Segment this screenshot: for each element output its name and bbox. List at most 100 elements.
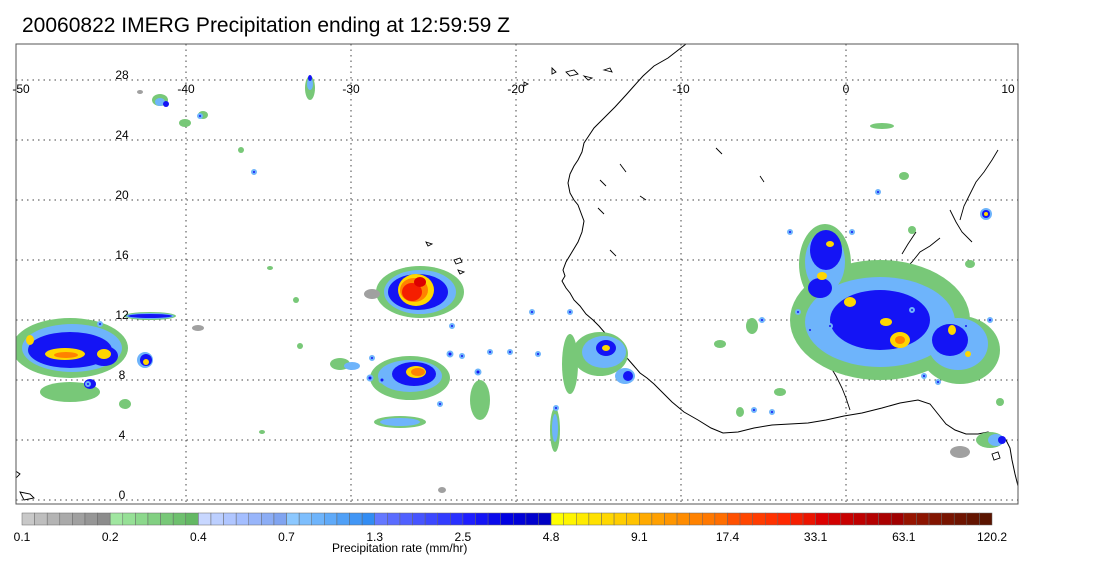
colorbar-swatch <box>462 512 476 526</box>
colorbar-swatch <box>966 512 980 526</box>
colorbar-swatch <box>588 512 602 526</box>
map-grid <box>16 44 1018 504</box>
colorbar-swatch <box>664 512 678 526</box>
colorbar-swatch <box>21 512 35 526</box>
colorbar-tick-label: 63.1 <box>892 530 916 544</box>
colorbar-swatch <box>387 512 401 526</box>
colorbar-swatch <box>412 512 426 526</box>
colorbar-swatch <box>399 512 413 526</box>
colorbar-swatch <box>513 512 527 526</box>
lon-tick-label: 10 <box>1001 82 1015 96</box>
colorbar-swatch <box>273 512 287 526</box>
colorbar-swatch <box>639 512 653 526</box>
colorbar-swatch <box>676 512 690 526</box>
colorbar-swatch <box>576 512 590 526</box>
colorbar-swatch <box>72 512 86 526</box>
lat-tick-label: 16 <box>115 248 129 262</box>
colorbar-tick-label: 33.1 <box>804 530 828 544</box>
colorbar-swatch <box>702 512 716 526</box>
map-title: 20060822 IMERG Precipitation ending at 1… <box>22 14 510 37</box>
lon-tick-labels: -50 -40 -30 -20 -10 0 10 <box>12 82 1015 96</box>
lon-tick-label: -20 <box>507 82 525 96</box>
colorbar-swatch <box>374 512 388 526</box>
colorbar-swatch <box>903 512 917 526</box>
colorbar-swatch <box>46 512 61 526</box>
colorbar-swatch <box>500 512 514 526</box>
colorbar-swatch <box>424 512 438 526</box>
colorbar-swatch <box>827 512 842 526</box>
colorbar-swatch <box>298 512 312 526</box>
colorbar-swatch <box>765 512 779 526</box>
colorbar-swatch <box>878 512 892 526</box>
lat-tick-label: 0 <box>119 488 126 502</box>
lat-tick-label: 20 <box>115 188 129 202</box>
colorbar-swatch <box>777 512 791 526</box>
colorbar-swatch <box>840 512 854 526</box>
colorbar-swatch <box>210 512 224 526</box>
lon-tick-label: -10 <box>672 82 690 96</box>
colorbar-swatch <box>550 512 564 526</box>
colorbar-swatch <box>626 512 640 526</box>
colorbar-swatch <box>437 512 451 526</box>
colorbar-swatch <box>311 512 325 526</box>
colorbar-swatch <box>324 512 338 526</box>
colorbar-swatch <box>953 512 968 526</box>
colorbar-swatch <box>739 512 753 526</box>
colorbar-swatch <box>928 512 942 526</box>
colorbar-swatch <box>147 512 161 526</box>
colorbar-swatch <box>172 512 187 526</box>
colorbar-swatches <box>21 512 993 526</box>
lat-tick-label: 8 <box>119 368 126 382</box>
colorbar-swatch <box>752 512 766 526</box>
colorbar-swatch <box>122 512 136 526</box>
colorbar-swatch <box>802 512 816 526</box>
lon-tick-label: -40 <box>177 82 195 96</box>
lat-tick-label: 12 <box>115 308 129 322</box>
colorbar-swatch <box>223 512 237 526</box>
colorbar-swatch <box>538 512 552 526</box>
colorbar-swatch <box>59 512 73 526</box>
colorbar-swatch <box>248 512 262 526</box>
colorbar-swatch <box>865 512 879 526</box>
colorbar-swatch <box>475 512 489 526</box>
colorbar-swatch <box>450 512 464 526</box>
colorbar-swatch <box>109 512 124 526</box>
colorbar-tick-labels: 0.1 0.2 0.4 0.7 1.3 2.5 4.8 9.1 17.4 33.1 63.1 120.… <box>14 530 1008 544</box>
colorbar-tick-label: 0.2 <box>102 530 119 544</box>
lon-tick-label: -50 <box>12 82 30 96</box>
lat-tick-label: 28 <box>115 68 129 82</box>
precip-red <box>402 277 426 301</box>
colorbar-swatch <box>34 512 48 526</box>
colorbar-tick-label: 2.5 <box>455 530 472 544</box>
river-lines <box>597 147 999 411</box>
colorbar-tick-label: 1.3 <box>366 530 383 544</box>
colorbar-swatch <box>487 512 501 526</box>
colorbar-swatch <box>853 512 867 526</box>
colorbar-swatch <box>349 512 363 526</box>
colorbar-swatch <box>361 512 375 526</box>
colorbar-swatch <box>979 512 993 526</box>
colorbar-swatch <box>727 512 741 526</box>
colorbar-swatch <box>286 512 300 526</box>
colorbar-swatch <box>525 512 539 526</box>
colorbar-swatch <box>185 512 199 526</box>
colorbar-swatch <box>261 512 275 526</box>
colorbar-swatch <box>815 512 829 526</box>
map-frame <box>15 43 1019 505</box>
lat-tick-label: 4 <box>119 428 126 442</box>
colorbar-label: Precipitation rate (mm/hr) <box>332 541 468 555</box>
lon-tick-label: -30 <box>342 82 360 96</box>
colorbar-swatch <box>689 512 703 526</box>
lon-tick-label: 0 <box>843 82 850 96</box>
colorbar-tick-label: 0.1 <box>14 530 31 544</box>
islands <box>16 66 1001 501</box>
lat-tick-labels: 28 24 20 16 12 8 4 0 <box>115 68 129 502</box>
colorbar-swatch <box>97 512 111 526</box>
colorbar-tick-label: 17.4 <box>716 530 740 544</box>
colorbar-swatch <box>714 512 728 526</box>
colorbar-tick-label: 0.4 <box>190 530 207 544</box>
colorbar-tick-label: 0.7 <box>278 530 295 544</box>
colorbar-swatch <box>235 512 250 526</box>
colorbar-swatch <box>135 512 149 526</box>
lat-tick-label: 24 <box>115 128 129 142</box>
